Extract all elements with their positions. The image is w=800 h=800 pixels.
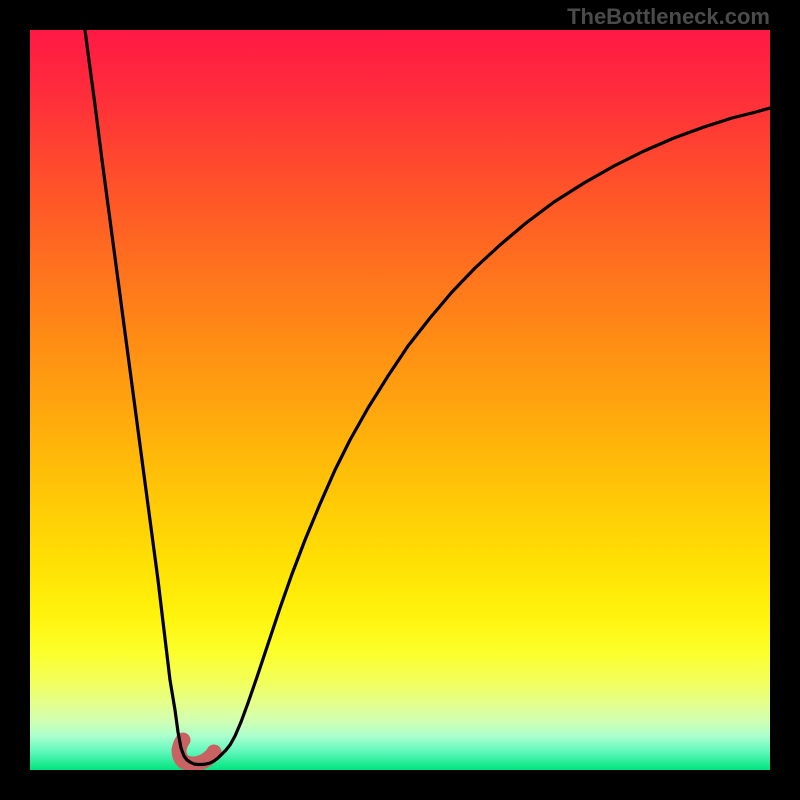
curve-layer xyxy=(30,30,770,770)
chart-canvas: TheBottleneck.com xyxy=(0,0,800,800)
optimum-marker xyxy=(179,740,214,764)
bottleneck-curve xyxy=(85,30,770,765)
watermark-text: TheBottleneck.com xyxy=(567,4,770,30)
plot-area xyxy=(30,30,770,770)
